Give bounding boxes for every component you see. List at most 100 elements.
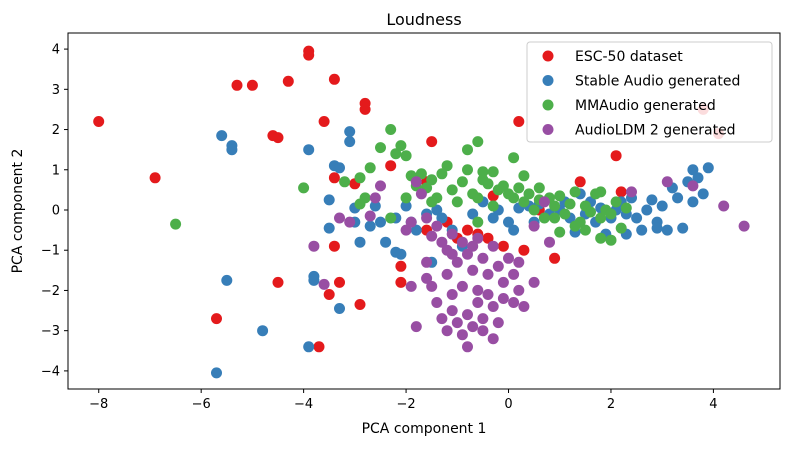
scatter-point	[497, 180, 509, 192]
scatter-point	[595, 232, 607, 244]
scatter-point	[400, 224, 412, 236]
scatter-point	[226, 144, 238, 156]
series-3	[308, 176, 750, 353]
scatter-point	[636, 224, 648, 236]
scatter-point	[446, 289, 458, 300]
scatter-point	[456, 236, 468, 248]
scatter-point	[467, 208, 479, 220]
scatter-point	[303, 341, 315, 353]
scatter-point	[585, 206, 596, 218]
y-tick-label: 0	[52, 203, 60, 218]
scatter-point	[431, 204, 443, 216]
scatter-point	[615, 222, 627, 234]
x-tick-label: −2	[396, 397, 415, 412]
scatter-point	[687, 164, 699, 176]
scatter-point	[231, 79, 243, 91]
x-tick-label: 0	[504, 397, 512, 412]
scatter-point	[487, 166, 499, 178]
scatter-point	[554, 226, 566, 238]
scatter-point	[467, 264, 479, 276]
scatter-point	[395, 260, 407, 272]
scatter-point	[462, 224, 473, 236]
scatter-point	[334, 162, 345, 174]
scatter-point	[436, 236, 448, 248]
scatter-point	[487, 212, 499, 224]
scatter-point	[528, 220, 540, 232]
scatter-point	[170, 218, 182, 230]
scatter-point	[446, 305, 458, 317]
y-tick-label: 4	[52, 43, 60, 58]
scatter-point	[477, 252, 489, 264]
scatter-point	[549, 200, 561, 212]
scatter-point	[339, 176, 351, 188]
legend-marker	[542, 50, 554, 62]
scatter-point	[298, 182, 310, 194]
scatter-point	[385, 160, 397, 172]
scatter-point	[605, 234, 617, 246]
scatter-point	[487, 301, 499, 312]
scatter-point	[467, 240, 479, 252]
scatter-point	[93, 116, 105, 127]
scatter-point	[441, 325, 453, 337]
scatter-point	[528, 276, 540, 288]
scatter-point	[513, 284, 525, 296]
legend-marker	[542, 99, 554, 111]
scatter-point	[456, 329, 468, 341]
scatter-point	[431, 220, 443, 232]
scatter-point	[364, 162, 376, 174]
legend-label: Stable Audio generated	[575, 74, 740, 90]
scatter-point	[467, 321, 479, 333]
scatter-point	[497, 276, 509, 288]
scatter-point	[513, 182, 525, 194]
scatter-point	[441, 160, 453, 172]
scatter-point	[354, 236, 366, 248]
y-tick-label: −1	[41, 244, 60, 259]
scatter-point	[328, 240, 340, 252]
scatter-point	[497, 240, 509, 252]
scatter-point	[672, 192, 684, 204]
scatter-point	[257, 325, 269, 337]
legend-label: ESC-50 dataset	[575, 49, 683, 65]
scatter-point	[595, 212, 607, 224]
scatter-point	[533, 182, 545, 194]
scatter-point	[697, 188, 709, 200]
scatter-point	[487, 240, 499, 252]
scatter-point	[482, 232, 494, 244]
scatter-point	[661, 176, 673, 188]
scatter-point	[497, 293, 509, 304]
scatter-point	[354, 172, 366, 184]
scatter-point	[303, 144, 315, 156]
scatter-point	[718, 200, 730, 212]
scatter-point	[415, 188, 427, 200]
scatter-point	[615, 186, 627, 198]
scatter-point	[523, 188, 535, 200]
scatter-point	[354, 198, 366, 210]
y-tick-label: 3	[52, 83, 60, 98]
scatter-point	[380, 236, 392, 248]
scatter-point	[385, 212, 397, 224]
scatter-point	[395, 276, 407, 288]
scatter-point	[415, 168, 427, 180]
scatter-point	[646, 194, 658, 206]
scatter-point	[334, 212, 345, 224]
scatter-point	[651, 222, 663, 234]
scatter-point	[692, 172, 704, 184]
scatter-point	[426, 174, 438, 186]
scatter-point	[364, 220, 376, 232]
scatter-point	[456, 176, 468, 188]
series-0	[93, 45, 724, 353]
scatter-point	[318, 278, 330, 290]
scatter-point	[436, 212, 448, 224]
scatter-point	[554, 190, 566, 202]
legend-label: AudioLDM 2 generated	[575, 123, 736, 139]
scatter-point	[246, 79, 258, 91]
scatter-point	[149, 172, 161, 184]
x-axis-title: PCA component 1	[362, 421, 487, 437]
scatter-point	[477, 174, 489, 186]
scatter-point	[334, 276, 345, 288]
scatter-point	[400, 192, 412, 204]
scatter-point	[513, 116, 525, 127]
scatter-point	[472, 297, 484, 308]
scatter-point	[421, 272, 433, 284]
